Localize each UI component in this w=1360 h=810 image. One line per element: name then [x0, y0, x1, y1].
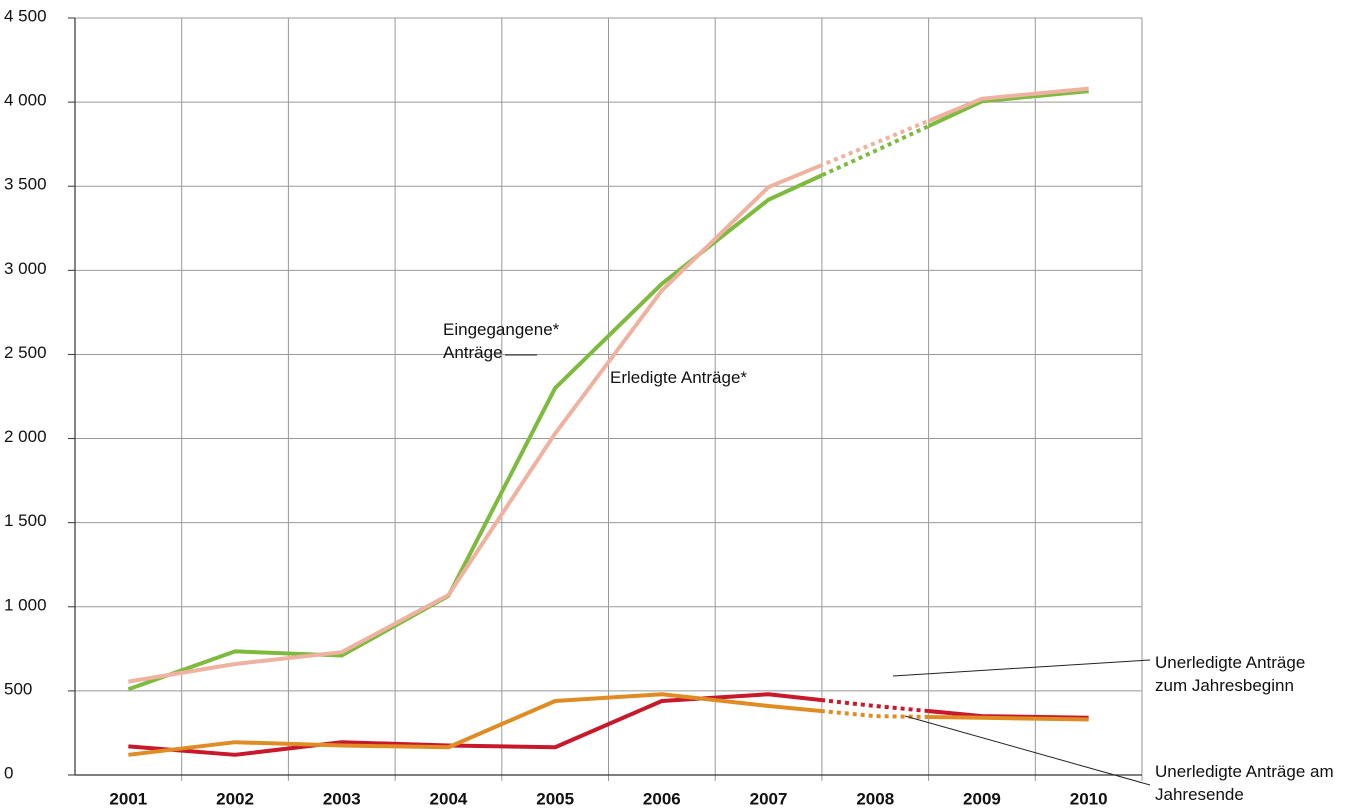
- y-tick-label: 0: [4, 763, 13, 782]
- x-tick-label: 2004: [430, 789, 468, 808]
- series-label: Eingegangene* Anträge: [443, 320, 560, 362]
- y-tick-label: 1 500: [4, 511, 47, 530]
- x-tick-label: 2007: [750, 789, 788, 808]
- y-tick-label: 2 000: [4, 427, 47, 446]
- series-line: [128, 692, 1089, 757]
- series-line: [128, 86, 1089, 684]
- x-tick-label: 2005: [536, 789, 574, 808]
- x-tick-label: 2009: [963, 789, 1001, 808]
- y-tick-label: 1 000: [4, 595, 47, 614]
- y-tick-label: 4 000: [4, 91, 47, 110]
- x-tick-label: 2003: [323, 789, 361, 808]
- leader-line: [892, 659, 1151, 677]
- series-label: Unerledigte Anträge am Jahresende: [1155, 762, 1334, 804]
- y-tick-label: 2 500: [4, 343, 47, 362]
- x-tick-label: 2010: [1070, 789, 1108, 808]
- x-tick-label: 2006: [643, 789, 681, 808]
- leader-line: [904, 715, 1151, 786]
- x-tick-label: 2002: [216, 789, 254, 808]
- y-tick-label: 500: [4, 679, 32, 698]
- series-label: Erledigte Anträge*: [610, 368, 748, 387]
- series-line-dotted: [821, 709, 929, 719]
- x-tick-label: 2001: [109, 789, 147, 808]
- y-tick-label: 4 500: [4, 6, 47, 25]
- x-tick-label: 2008: [856, 789, 894, 808]
- series-line: [127, 89, 1089, 692]
- y-tick-label: 3 000: [4, 259, 47, 278]
- series-label: Unerledigte Anträge zum Jahresbeginn: [1155, 653, 1306, 695]
- y-tick-label: 3 500: [4, 175, 47, 194]
